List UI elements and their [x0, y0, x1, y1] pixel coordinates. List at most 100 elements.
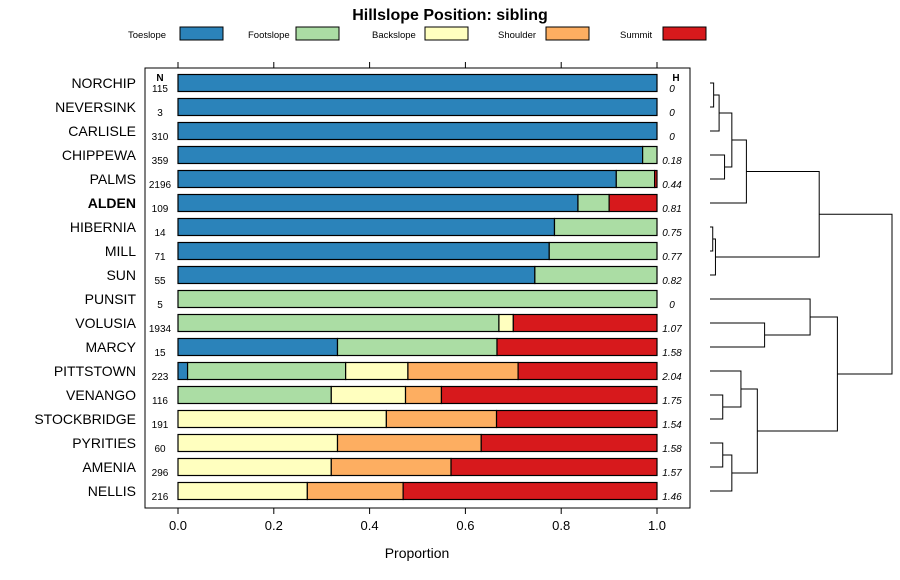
legend-swatch-footslope [295, 26, 340, 41]
bar-venango-summit [440, 385, 658, 405]
bar-volusia-summit [512, 313, 658, 333]
bar-mill-toeslope [177, 241, 550, 261]
bar-pittstown-summit [517, 361, 658, 381]
dendrogram-link [710, 454, 733, 492]
bar-stockbridge-shoulder [385, 409, 498, 429]
n-value-pyrities: 60 [154, 444, 166, 455]
bar-chippewa-footslope [642, 145, 658, 165]
h-value-hibernia: 0.75 [662, 228, 682, 239]
bar-alden-summit [608, 193, 658, 213]
bar-stockbridge-summit [495, 409, 658, 429]
bar-mill-footslope [548, 241, 658, 261]
bar-marcy-summit [496, 337, 658, 357]
dendrogram-link [757, 316, 838, 432]
h-value-stockbridge: 1.54 [662, 420, 682, 431]
legend-swatch-toeslope [179, 26, 224, 41]
bar-punsit-footslope [177, 289, 658, 309]
bar-alden-toeslope [177, 193, 579, 213]
h-value-palms: 0.44 [662, 180, 682, 191]
x-axis-title: Proportion [385, 545, 450, 561]
dendrogram-link [710, 154, 726, 180]
row-label-nellis: NELLIS [88, 483, 136, 499]
bar-amenia-backslope [177, 457, 332, 477]
bar-amenia-summit [450, 457, 658, 477]
x-tick-label: 1.0 [648, 518, 666, 533]
dendrogram-link [710, 94, 720, 132]
x-tick-label: 0.4 [361, 518, 379, 533]
bar-amenia-shoulder [330, 457, 452, 477]
bar-hibernia-footslope [553, 217, 658, 237]
n-value-carlisle: 310 [152, 132, 169, 143]
h-column-header: H [672, 73, 679, 84]
bar-neversink-toeslope [177, 97, 658, 117]
h-value-nellis: 1.46 [662, 492, 682, 503]
n-value-chippewa: 359 [152, 156, 169, 167]
bar-marcy-toeslope [177, 337, 339, 357]
bar-carlisle-toeslope [177, 121, 658, 141]
dendrogram-link [731, 388, 758, 474]
h-value-neversink: 0 [669, 108, 675, 119]
bar-alden-footslope [577, 193, 610, 213]
h-value-sun: 0.82 [662, 276, 682, 287]
row-labels: NORCHIP 115 0 NEVERSINK 3 0 CARLISLE 310 0 CHIPPE… [34, 75, 682, 503]
row-label-sun: SUN [106, 267, 136, 283]
n-value-alden: 109 [152, 204, 169, 215]
row-label-mill: MILL [105, 243, 136, 259]
row-label-alden: ALDEN [88, 195, 136, 211]
legend-swatch-shoulder [545, 26, 590, 41]
bar-chippewa-toeslope [177, 145, 644, 165]
row-label-carlisle: CARLISLE [68, 123, 136, 139]
bar-stockbridge-backslope [177, 409, 387, 429]
row-label-neversink: NEVERSINK [55, 99, 137, 115]
row-label-palms: PALMS [90, 171, 136, 187]
dendrogram-link [710, 298, 811, 336]
dendrogram-link [710, 226, 714, 252]
legend: Toeslope Footslope Backslope Shoulder Summit [128, 26, 707, 41]
h-value-alden: 0.81 [662, 204, 681, 215]
legend-label-summit: Summit [620, 30, 653, 41]
n-value-norchip: 115 [152, 84, 168, 95]
h-value-venango: 1.75 [662, 396, 682, 407]
legend-swatch-backslope [424, 26, 469, 41]
bar-palms-toeslope [177, 169, 617, 189]
x-axis: 0.0 0.2 0.4 0.6 0.8 1.0 [169, 62, 666, 533]
dendrogram-link [719, 112, 733, 168]
bar-pittstown-shoulder [407, 361, 519, 381]
bar-palms-summit [654, 169, 658, 189]
bar-nellis-backslope [177, 481, 308, 501]
bar-sun-toeslope [177, 265, 536, 285]
row-label-amenia: AMENIA [82, 459, 136, 475]
h-value-volusia: 1.07 [662, 324, 682, 335]
dendrogram [710, 82, 893, 492]
row-label-pittstown: PITTSTOWN [54, 363, 136, 379]
n-value-marcy: 15 [154, 348, 166, 359]
bar-volusia-backslope [498, 313, 514, 333]
bar-palms-footslope [615, 169, 656, 189]
bar-sun-footslope [534, 265, 658, 285]
row-label-volusia: VOLUSIA [75, 315, 136, 331]
h-value-pyrities: 1.58 [662, 444, 682, 455]
legend-swatch-summit [662, 26, 707, 41]
row-label-chippewa: CHIPPEWA [62, 147, 137, 163]
bar-volusia-footslope [177, 313, 500, 333]
n-column-header: N [156, 73, 163, 84]
n-value-pittstown: 223 [152, 372, 169, 383]
n-value-sun: 55 [154, 276, 166, 287]
row-label-hibernia: HIBERNIA [70, 219, 137, 235]
x-tick-label: 0.8 [552, 518, 570, 533]
h-value-amenia: 1.57 [662, 468, 682, 479]
h-value-pittstown: 2.04 [661, 372, 682, 383]
h-value-punsit: 0 [669, 300, 675, 311]
n-value-mill: 71 [154, 252, 166, 263]
dendrogram-link [710, 370, 742, 408]
row-label-stockbridge: STOCKBRIDGE [34, 411, 136, 427]
bar-pittstown-toeslope [177, 361, 189, 381]
n-value-nellis: 216 [152, 492, 169, 503]
plot-frame [144, 67, 691, 509]
h-value-mill: 0.77 [662, 252, 682, 263]
h-value-marcy: 1.58 [662, 348, 682, 359]
dendrogram-link [819, 213, 893, 375]
bar-nellis-summit [402, 481, 658, 501]
n-value-palms: 2196 [149, 180, 172, 191]
bar-hibernia-toeslope [177, 217, 556, 237]
